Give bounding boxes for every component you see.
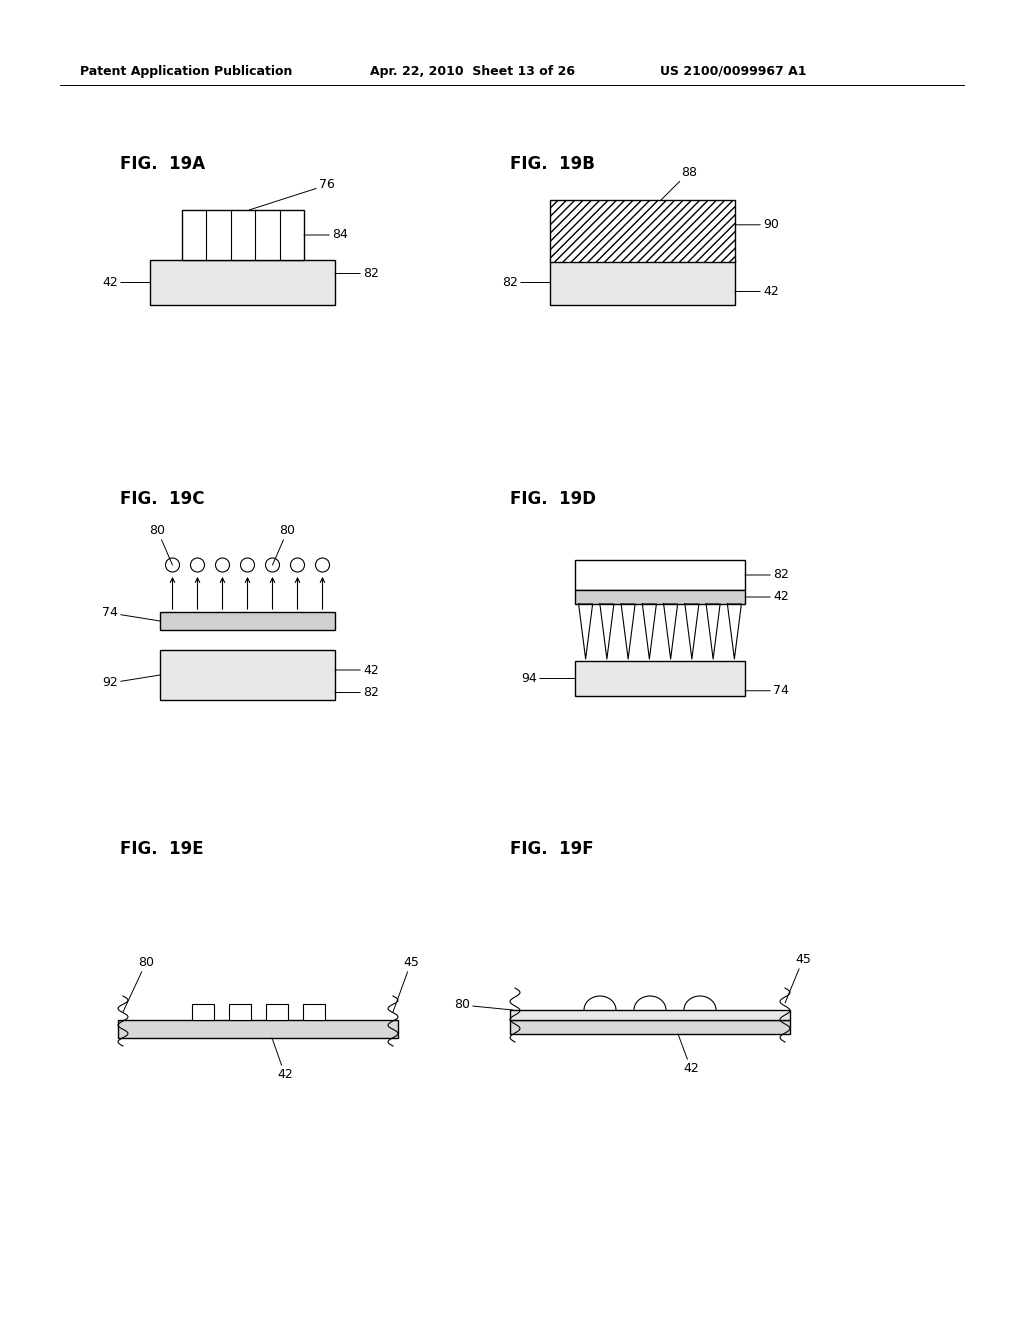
Bar (550, 201, 735, 261)
Bar (575, 661, 745, 696)
Bar (575, 590, 745, 605)
Text: 42: 42 (745, 590, 788, 603)
Bar (118, 1020, 398, 1038)
Text: 94: 94 (521, 672, 575, 685)
Text: 45: 45 (393, 956, 419, 1012)
Text: FIG.  19A: FIG. 19A (120, 154, 205, 173)
Text: 80: 80 (272, 524, 296, 565)
Text: FIG.  19B: FIG. 19B (510, 154, 595, 173)
Bar (510, 1020, 790, 1034)
Text: US 2100/0099967 A1: US 2100/0099967 A1 (660, 65, 807, 78)
Text: 42: 42 (678, 1034, 698, 1074)
Text: 42: 42 (102, 276, 150, 289)
Text: 45: 45 (785, 953, 811, 1003)
Bar (302, 1005, 325, 1020)
Text: 84: 84 (304, 228, 348, 242)
Text: 42: 42 (335, 664, 379, 676)
Text: 80: 80 (150, 524, 172, 565)
Text: 82: 82 (335, 686, 379, 700)
Text: FIG.  19D: FIG. 19D (510, 490, 596, 508)
Text: FIG.  19C: FIG. 19C (120, 490, 205, 508)
Text: 92: 92 (102, 675, 160, 689)
Text: 82: 82 (502, 276, 550, 289)
Text: 42: 42 (272, 1038, 293, 1081)
Text: Patent Application Publication: Patent Application Publication (80, 65, 293, 78)
Bar (160, 649, 335, 700)
Bar (265, 1005, 288, 1020)
Text: 80: 80 (123, 956, 154, 1012)
Bar (182, 210, 304, 260)
Bar (228, 1005, 251, 1020)
Text: 88: 88 (662, 165, 697, 201)
Text: 42: 42 (735, 285, 778, 298)
Bar (191, 1005, 213, 1020)
Text: 82: 82 (745, 569, 788, 582)
Text: 90: 90 (735, 218, 779, 231)
Bar (510, 1010, 790, 1020)
Bar (550, 260, 735, 305)
Bar (160, 612, 335, 630)
Bar (150, 260, 335, 305)
Text: 82: 82 (335, 267, 379, 280)
Text: Apr. 22, 2010  Sheet 13 of 26: Apr. 22, 2010 Sheet 13 of 26 (370, 65, 575, 78)
Text: 76: 76 (249, 178, 335, 210)
Text: 74: 74 (745, 684, 788, 697)
Bar (575, 560, 745, 590)
Text: FIG.  19E: FIG. 19E (120, 840, 204, 858)
Text: 74: 74 (102, 606, 160, 620)
Text: FIG.  19F: FIG. 19F (510, 840, 594, 858)
Text: 80: 80 (454, 998, 513, 1011)
